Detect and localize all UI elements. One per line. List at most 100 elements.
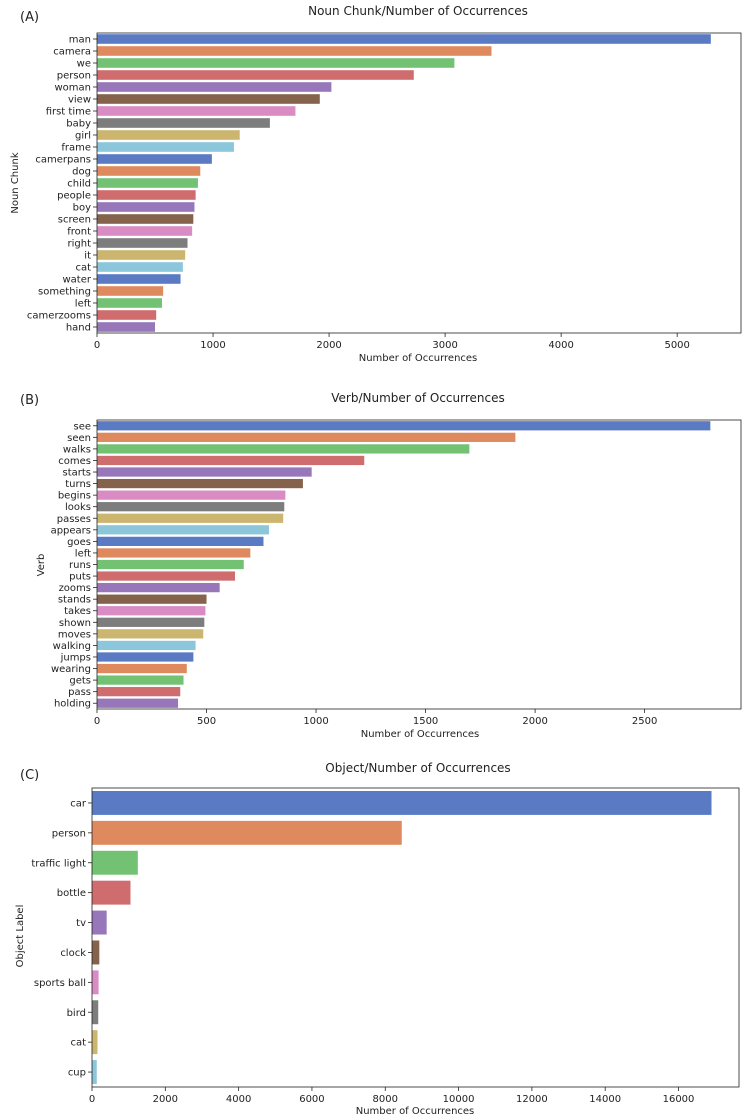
ytick-label-cat: cat [75, 263, 91, 274]
ytick-label-starts: starts [62, 468, 91, 479]
chart-b-title: Verb/Number of Occurrences [331, 391, 505, 405]
ytick-label-seen: seen [67, 433, 91, 444]
chart-b: (B) Verb/Number of Occurrences Number of… [20, 391, 742, 740]
ytick-label-passes: passes [57, 514, 91, 525]
ytick-label-walks: walks [63, 444, 91, 455]
bar-see [97, 421, 711, 431]
xtick-label: 1500 [413, 716, 438, 727]
xtick-label: 2000 [316, 340, 341, 351]
bar-something [97, 286, 164, 296]
chart-a-xlabel: Number of Occurrences [359, 353, 478, 364]
xtick-label: 2500 [632, 716, 657, 727]
ytick-label-gets: gets [69, 676, 91, 687]
bar-left [97, 298, 162, 308]
ytick-label-front: front [67, 227, 91, 238]
ytick-label-appears: appears [51, 525, 91, 536]
bar-child [97, 178, 198, 188]
bar-looks [97, 502, 285, 512]
bar-frame [97, 142, 234, 152]
ytick-label-person: person [57, 71, 91, 82]
ytick-label-clock: clock [60, 948, 86, 959]
ytick-label-woman: woman [54, 83, 91, 94]
bar-front [97, 226, 193, 236]
ytick-label-cat: cat [70, 1038, 86, 1049]
chart-a-ylabel: Noun Chunk [10, 152, 21, 213]
xtick-label: 5000 [664, 340, 689, 351]
ytick-label-wearing: wearing [51, 664, 91, 675]
ytick-label-person: person [52, 828, 86, 839]
xtick-label: 10000 [443, 1094, 475, 1105]
xtick-label: 1000 [303, 716, 328, 727]
bar-runs [97, 559, 244, 570]
ytick-label-girl: girl [75, 131, 91, 142]
ytick-label-we: we [77, 59, 91, 70]
bar-wearing [97, 663, 187, 674]
ytick-label-left: left [75, 548, 91, 559]
bar-person [97, 70, 414, 80]
bar-we [97, 58, 455, 68]
ytick-label-holding: holding [54, 699, 91, 710]
ytick-label-it: it [84, 251, 91, 262]
ytick-label-zooms: zooms [59, 583, 91, 594]
ytick-label-boy: boy [73, 203, 91, 214]
xtick-label: 8000 [373, 1094, 398, 1105]
bar-cat [97, 262, 183, 272]
bar-woman [97, 82, 332, 92]
ytick-label-moves: moves [58, 629, 91, 640]
ytick-label-see: see [73, 421, 91, 432]
ytick-label-walking: walking [53, 641, 91, 652]
ytick-label-dog: dog [72, 167, 91, 178]
bar-girl [97, 130, 240, 140]
xtick-label: 2000 [153, 1094, 178, 1105]
ytick-label-takes: takes [64, 606, 91, 617]
chart-b-plot: seeseenwalkscomesstartsturnsbeginslooksp… [51, 419, 742, 727]
ytick-label-bottle: bottle [57, 888, 86, 899]
plot-frame [91, 787, 740, 1088]
bar-appears [97, 525, 269, 535]
ytick-label-looks: looks [65, 502, 91, 513]
bar-first-time [97, 106, 296, 116]
ytick-label-camerzooms: camerzooms [27, 311, 91, 322]
bar-starts [97, 467, 312, 477]
panel-label-c: (C) [20, 768, 39, 783]
chart-c-plot: car person traffic light bottle tv clock sport… [31, 787, 740, 1105]
ytick-label-first-time: first time [46, 107, 91, 118]
chart-c-ylabel: Object Label [15, 905, 26, 968]
ytick-label-cup: cup [68, 1068, 86, 1079]
bar-dog [97, 166, 201, 176]
bar-gets [97, 675, 184, 685]
bar-pass [97, 687, 181, 697]
xtick-label: 0 [94, 340, 100, 351]
bar-water [97, 274, 181, 284]
ytick-label-something: something [38, 287, 91, 298]
xtick-label: 4000 [226, 1094, 251, 1105]
plot-frame [96, 419, 742, 710]
ytick-label-stands: stands [58, 595, 91, 606]
bar-walking [97, 640, 196, 651]
bar-it [97, 250, 186, 260]
ytick-label-bird: bird [67, 1008, 86, 1019]
ytick-label-view: view [68, 95, 91, 106]
ytick-label-child: child [67, 179, 91, 190]
xtick-label: 2000 [522, 716, 547, 727]
xtick-label: 1000 [200, 340, 225, 351]
xtick-label: 12000 [516, 1094, 548, 1105]
bar-view [97, 94, 320, 104]
bar-cup [92, 1060, 97, 1085]
bar-turns [97, 478, 303, 489]
ytick-label-baby: baby [66, 119, 91, 130]
bar-stands [97, 594, 207, 604]
bar-screen [97, 214, 194, 224]
xtick-label: 6000 [299, 1094, 324, 1105]
ytick-label-puts: puts [69, 572, 91, 583]
xtick-label: 0 [94, 716, 100, 727]
bar-cat [92, 1030, 98, 1055]
ytick-label-jumps: jumps [60, 652, 91, 663]
ytick-label-left: left [75, 299, 91, 310]
chart-a: (A) Noun Chunk/Number of Occurrences Num… [10, 4, 742, 364]
ytick-label-runs: runs [69, 560, 91, 571]
ytick-label-hand: hand [66, 323, 91, 334]
chart-a-title: Noun Chunk/Number of Occurrences [308, 4, 528, 18]
